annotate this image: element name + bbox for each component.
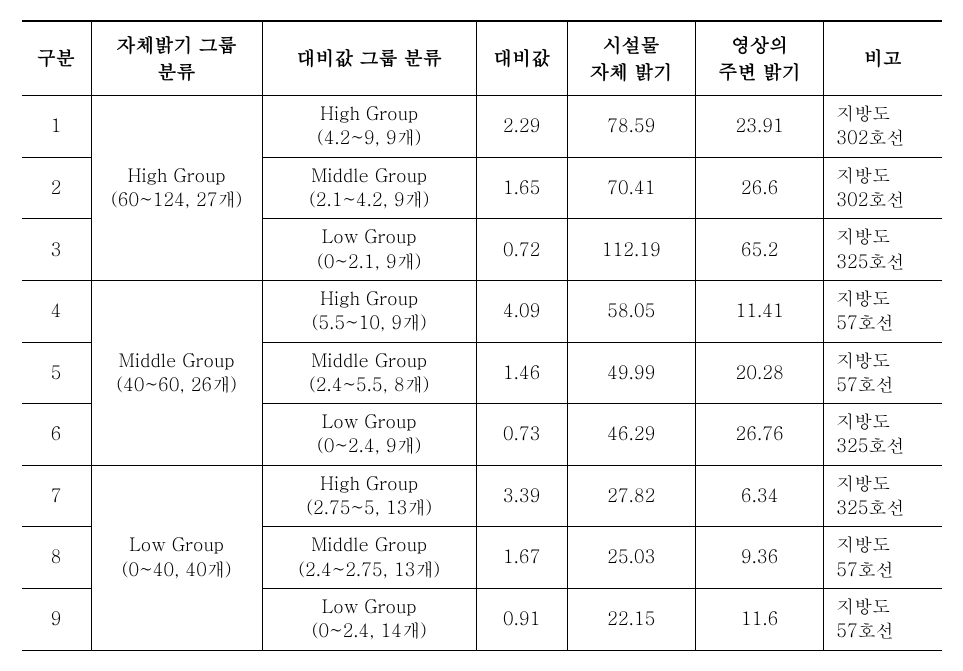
cell-contrast-group: Middle Group (2.4~5.5, 8개) <box>262 342 476 404</box>
cell-no: 9 <box>22 588 92 650</box>
cell-contrast: 1.67 <box>476 527 567 589</box>
cell-facility: 27.82 <box>567 465 695 527</box>
data-table: 구분 자체밝기 그룹 분류 대비값 그룹 분류 대비값 시설물 자체 밝기 영상… <box>22 20 942 651</box>
cell-contrast: 0.72 <box>476 219 567 281</box>
table-row: 4 Middle Group (40~60, 26개) High Group (… <box>22 280 942 342</box>
cell-no: 1 <box>22 96 92 158</box>
col-header-gubun: 구분 <box>22 21 92 96</box>
cell-remarks: 지방도 302호선 <box>824 96 942 158</box>
cell-surrounding: 9.36 <box>695 527 823 589</box>
cell-remarks: 지방도 302호선 <box>824 157 942 219</box>
cell-contrast-group: Low Group (0~2.4, 9개) <box>262 404 476 466</box>
cell-surrounding: 20.28 <box>695 342 823 404</box>
cell-surrounding: 11.41 <box>695 280 823 342</box>
cell-remarks: 지방도 57호선 <box>824 527 942 589</box>
cell-contrast: 0.91 <box>476 588 567 650</box>
table-header: 구분 자체밝기 그룹 분류 대비값 그룹 분류 대비값 시설물 자체 밝기 영상… <box>22 21 942 96</box>
cell-surrounding: 6.34 <box>695 465 823 527</box>
cell-brightness-group: High Group (60~124, 27개) <box>91 96 262 281</box>
col-header-facility: 시설물 자체 밝기 <box>567 21 695 96</box>
cell-remarks: 지방도 325호선 <box>824 404 942 466</box>
cell-contrast-group: High Group (2.75~5, 13개) <box>262 465 476 527</box>
cell-surrounding: 26.76 <box>695 404 823 466</box>
cell-facility: 22.15 <box>567 588 695 650</box>
cell-brightness-group: Middle Group (40~60, 26개) <box>91 280 262 465</box>
table-body: 1 High Group (60~124, 27개) High Group (4… <box>22 96 942 650</box>
cell-facility: 58.05 <box>567 280 695 342</box>
cell-surrounding: 23.91 <box>695 96 823 158</box>
cell-contrast: 1.65 <box>476 157 567 219</box>
cell-facility: 49.99 <box>567 342 695 404</box>
cell-remarks: 지방도 57호선 <box>824 280 942 342</box>
cell-no: 3 <box>22 219 92 281</box>
cell-contrast-group: High Group (4.2~9, 9개) <box>262 96 476 158</box>
cell-no: 6 <box>22 404 92 466</box>
cell-facility: 112.19 <box>567 219 695 281</box>
cell-no: 8 <box>22 527 92 589</box>
col-header-remarks: 비고 <box>824 21 942 96</box>
cell-contrast-group: Middle Group (2.1~4.2, 9개) <box>262 157 476 219</box>
cell-contrast: 2.29 <box>476 96 567 158</box>
cell-contrast-group: Low Group (0~2.1, 9개) <box>262 219 476 281</box>
cell-surrounding: 65.2 <box>695 219 823 281</box>
cell-no: 7 <box>22 465 92 527</box>
cell-remarks: 지방도 325호선 <box>824 465 942 527</box>
cell-facility: 46.29 <box>567 404 695 466</box>
cell-contrast-group: High Group (5.5~10, 9개) <box>262 280 476 342</box>
cell-facility: 78.59 <box>567 96 695 158</box>
cell-contrast: 1.46 <box>476 342 567 404</box>
cell-no: 2 <box>22 157 92 219</box>
cell-contrast-group: Low Group (0~2.4, 14개) <box>262 588 476 650</box>
cell-contrast: 0.73 <box>476 404 567 466</box>
cell-remarks: 지방도 325호선 <box>824 219 942 281</box>
table-row: 1 High Group (60~124, 27개) High Group (4… <box>22 96 942 158</box>
cell-facility: 70.41 <box>567 157 695 219</box>
table-row: 7 Low Group (0~40, 40개) High Group (2.75… <box>22 465 942 527</box>
cell-no: 4 <box>22 280 92 342</box>
cell-surrounding: 11.6 <box>695 588 823 650</box>
cell-remarks: 지방도 57호선 <box>824 588 942 650</box>
cell-remarks: 지방도 57호선 <box>824 342 942 404</box>
cell-contrast: 3.39 <box>476 465 567 527</box>
cell-contrast-group: Middle Group (2.4~2.75, 13개) <box>262 527 476 589</box>
cell-no: 5 <box>22 342 92 404</box>
col-header-surrounding: 영상의 주변 밝기 <box>695 21 823 96</box>
cell-surrounding: 26.6 <box>695 157 823 219</box>
cell-facility: 25.03 <box>567 527 695 589</box>
col-header-contrast-group: 대비값 그룹 분류 <box>262 21 476 96</box>
col-header-bright-group: 자체밝기 그룹 분류 <box>91 21 262 96</box>
cell-contrast: 4.09 <box>476 280 567 342</box>
cell-brightness-group: Low Group (0~40, 40개) <box>91 465 262 650</box>
col-header-contrast: 대비값 <box>476 21 567 96</box>
